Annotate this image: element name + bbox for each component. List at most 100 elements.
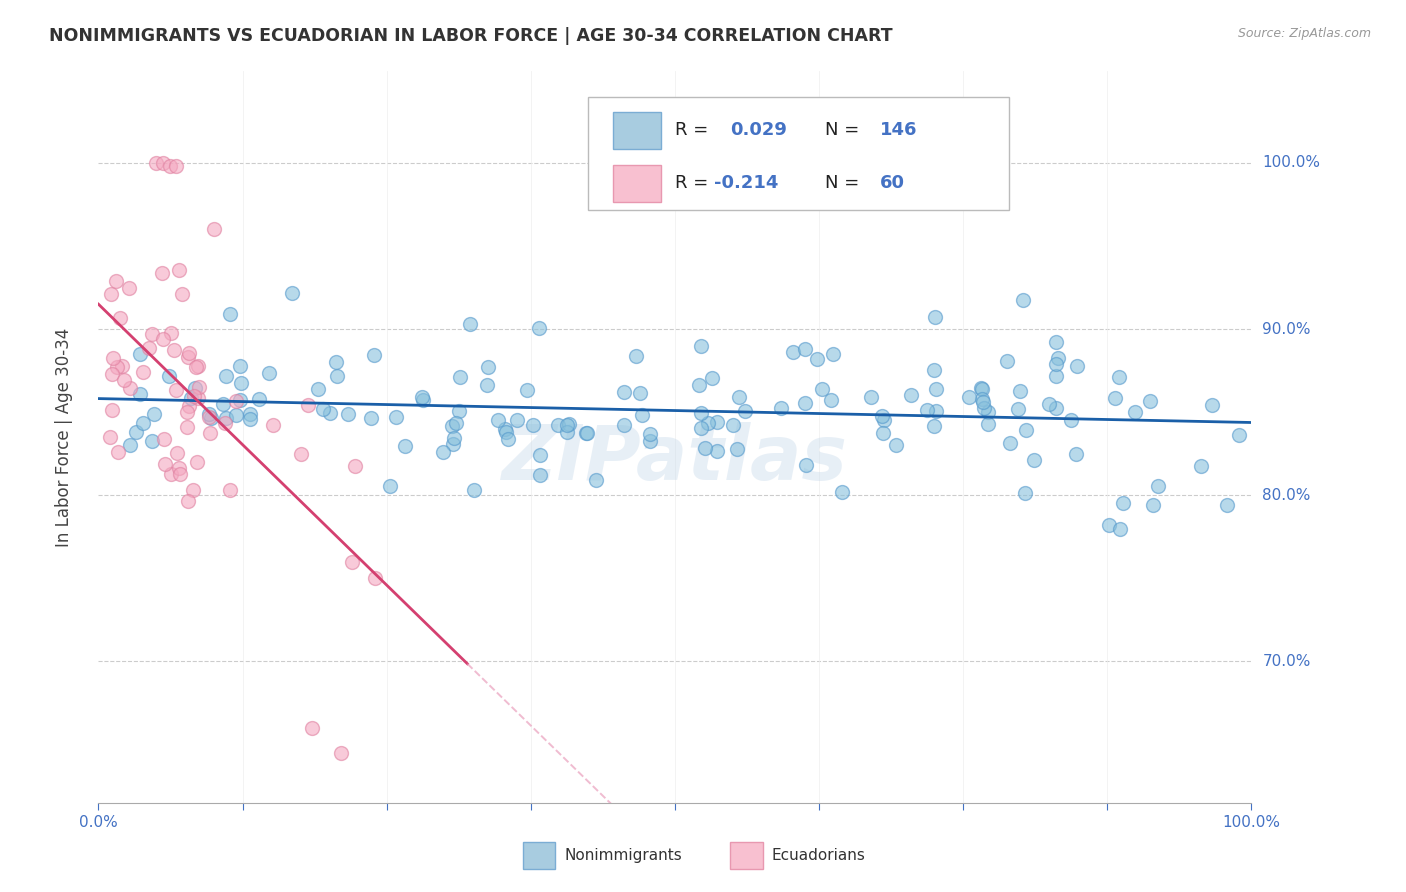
- Point: [700, 371, 723, 385]
- Point: [105, 360, 128, 375]
- Point: [527, 321, 550, 335]
- Point: [721, 417, 744, 432]
- Y-axis label: In Labor Force | Age 30-34: In Labor Force | Age 30-34: [55, 327, 73, 547]
- Text: NONIMMIGRANTS VS ECUADORIAN IN LABOR FORCE | AGE 30-34 CORRELATION CHART: NONIMMIGRANTS VS ECUADORIAN IN LABOR FOR…: [49, 27, 893, 45]
- Point: [628, 386, 651, 401]
- Point: [378, 479, 401, 493]
- Point: [165, 159, 187, 173]
- Text: 80.0%: 80.0%: [1263, 488, 1310, 503]
- Point: [872, 425, 894, 440]
- Point: [1227, 427, 1250, 442]
- Point: [1064, 447, 1087, 461]
- Point: [529, 467, 551, 482]
- Point: [690, 406, 713, 420]
- Point: [187, 380, 209, 394]
- Point: [179, 399, 201, 413]
- Point: [128, 387, 150, 401]
- Point: [184, 381, 207, 395]
- Point: [696, 417, 718, 431]
- Point: [1007, 401, 1029, 416]
- Text: N =: N =: [825, 174, 859, 193]
- Point: [555, 417, 578, 432]
- Point: [229, 393, 252, 408]
- Point: [820, 392, 842, 407]
- Point: [214, 417, 236, 431]
- Point: [325, 354, 347, 368]
- Point: [793, 342, 815, 356]
- Point: [555, 425, 578, 439]
- Point: [922, 418, 945, 433]
- Point: [153, 432, 176, 446]
- Point: [458, 317, 481, 331]
- Point: [107, 445, 129, 459]
- Point: [184, 360, 207, 375]
- Point: [463, 483, 485, 497]
- Point: [163, 343, 186, 358]
- Point: [884, 438, 907, 452]
- Point: [153, 457, 176, 471]
- Point: [215, 410, 238, 425]
- Point: [229, 359, 252, 374]
- Bar: [613, 112, 661, 149]
- Point: [290, 447, 312, 461]
- Point: [1047, 351, 1070, 366]
- Text: ZIPatlas: ZIPatlas: [502, 422, 848, 496]
- Point: [150, 266, 173, 280]
- Point: [1123, 405, 1146, 419]
- Point: [180, 391, 202, 405]
- Point: [1008, 384, 1031, 398]
- Point: [1066, 359, 1088, 373]
- Point: [157, 368, 180, 383]
- Text: R =: R =: [675, 174, 709, 193]
- Point: [1045, 357, 1067, 371]
- Point: [152, 332, 174, 346]
- Point: [640, 426, 662, 441]
- Point: [143, 407, 166, 421]
- Point: [924, 362, 946, 376]
- Point: [522, 418, 544, 433]
- Point: [477, 359, 499, 374]
- Point: [247, 392, 270, 406]
- Point: [1098, 517, 1121, 532]
- Text: Ecuadorians: Ecuadorians: [772, 848, 866, 863]
- Point: [100, 368, 122, 382]
- Point: [1024, 453, 1046, 467]
- Point: [301, 721, 323, 735]
- Point: [769, 401, 792, 415]
- Point: [125, 425, 148, 439]
- Point: [821, 347, 844, 361]
- Point: [108, 310, 131, 325]
- Text: 0.029: 0.029: [730, 121, 787, 139]
- Point: [831, 484, 853, 499]
- Point: [101, 403, 124, 417]
- Point: [186, 455, 208, 469]
- Point: [343, 459, 366, 474]
- Point: [281, 286, 304, 301]
- Point: [1139, 394, 1161, 409]
- Point: [98, 430, 121, 444]
- Point: [811, 382, 834, 396]
- Text: Nonimmigrants: Nonimmigrants: [564, 848, 682, 863]
- Point: [585, 473, 607, 487]
- Point: [165, 383, 187, 397]
- Point: [138, 341, 160, 355]
- Point: [806, 351, 828, 366]
- Point: [159, 326, 181, 340]
- Point: [1147, 479, 1170, 493]
- Point: [212, 397, 235, 411]
- Point: [624, 349, 647, 363]
- Point: [547, 417, 569, 432]
- Point: [690, 420, 713, 434]
- Point: [734, 404, 756, 418]
- Point: [441, 418, 464, 433]
- Point: [166, 446, 188, 460]
- Point: [100, 287, 122, 301]
- Point: [329, 746, 352, 760]
- Point: [1012, 293, 1035, 308]
- Point: [225, 394, 247, 409]
- Bar: [613, 165, 661, 202]
- Point: [915, 403, 938, 417]
- Point: [631, 409, 654, 423]
- Point: [970, 392, 993, 406]
- Point: [1014, 423, 1036, 437]
